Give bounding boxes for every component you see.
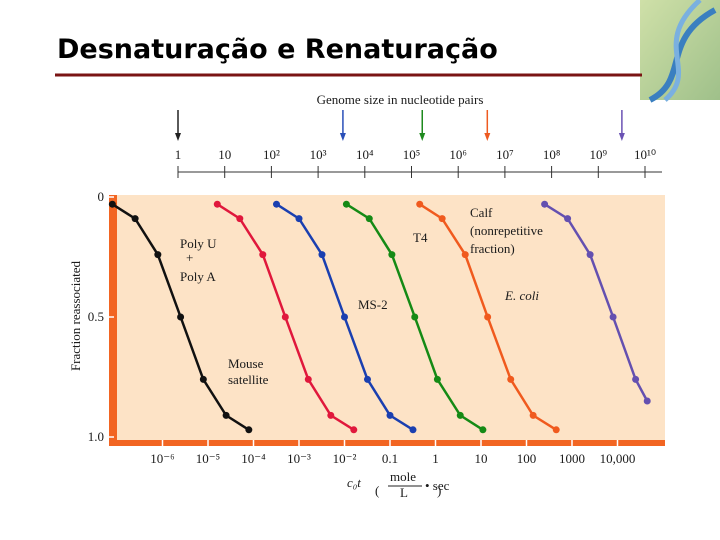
plot-area <box>117 195 665 440</box>
x-tick-label: 10⁻⁴ <box>241 451 266 466</box>
x-tick-label: 10⁻⁶ <box>150 451 174 466</box>
data-point <box>438 215 446 223</box>
data-point <box>484 313 492 321</box>
top-tick-label: 10⁴ <box>356 147 374 162</box>
top-tick-label: 1 <box>175 147 182 162</box>
data-point <box>586 251 594 259</box>
x-axis-title: c₀t ( mole L • sec ) <box>347 469 450 500</box>
genome-arrowhead <box>618 133 625 141</box>
data-point <box>363 375 371 383</box>
x-tick-label: 100 <box>517 451 537 466</box>
data-point <box>388 251 396 259</box>
data-point <box>295 215 303 223</box>
curve-label: (nonrepetitive <box>470 223 543 238</box>
curve-label: Poly A <box>180 269 216 284</box>
top-tick-label: 10³ <box>310 147 327 162</box>
data-point <box>199 375 207 383</box>
curve-label: MS-2 <box>358 297 388 312</box>
y-tick-label: 1.0 <box>88 429 104 444</box>
data-point <box>433 375 441 383</box>
data-point <box>108 200 116 208</box>
x-tick-label: 1000 <box>559 451 585 466</box>
data-point <box>272 200 280 208</box>
y-tick-label: 0 <box>98 189 105 204</box>
data-point <box>541 200 549 208</box>
x-tick-label: 10 <box>475 451 488 466</box>
slide-title: Desnaturação e Renaturação <box>57 34 498 65</box>
x-label-cot: c₀t <box>347 475 361 490</box>
data-point <box>416 200 424 208</box>
dna-image <box>640 0 720 103</box>
x-label-num: mole <box>390 469 416 484</box>
x-label-unit: • sec <box>425 478 450 493</box>
data-point <box>154 251 162 259</box>
data-point <box>304 375 312 383</box>
x-label-den: L <box>400 485 408 500</box>
paren: ( <box>375 483 379 498</box>
data-point <box>318 251 326 259</box>
top-tick-label: 10¹⁰ <box>634 147 656 162</box>
data-point <box>456 411 464 419</box>
y-axis-bar <box>109 195 117 446</box>
data-point <box>409 426 417 434</box>
data-point <box>236 215 244 223</box>
top-tick-label: 10⁸ <box>543 147 561 162</box>
top-tick-label: 10² <box>263 147 280 162</box>
data-point <box>213 200 221 208</box>
data-point <box>350 426 358 434</box>
curve-label: Poly U <box>180 236 217 251</box>
data-point <box>643 397 651 405</box>
x-tick-label: 10⁻³ <box>287 451 311 466</box>
data-point <box>609 313 617 321</box>
genome-arrowhead <box>484 133 491 141</box>
data-point <box>327 411 335 419</box>
curve-label: + <box>186 250 193 265</box>
curve <box>543 203 649 402</box>
data-point <box>245 426 253 434</box>
top-tick-label: 10⁹ <box>590 147 608 162</box>
x-tick-label: 10⁻² <box>333 451 357 466</box>
x-tick-label: 10,000 <box>600 451 636 466</box>
data-point <box>177 313 185 321</box>
genome-arrowhead <box>339 133 346 141</box>
data-point <box>564 215 572 223</box>
x-tick-label: 1 <box>432 451 439 466</box>
data-point <box>342 200 350 208</box>
data-point <box>341 313 348 321</box>
x-tick-label: 10⁻⁵ <box>196 451 220 466</box>
y-tick-label: 0.5 <box>88 309 104 324</box>
top-tick-label: 10⁷ <box>496 147 514 162</box>
curve-label: satellite <box>228 372 269 387</box>
data-point <box>461 251 469 259</box>
top-tick-label: 10⁵ <box>403 147 421 162</box>
paren: ) <box>437 483 441 498</box>
data-point <box>259 251 267 259</box>
data-point <box>507 375 515 383</box>
genome-arrowhead <box>419 133 426 141</box>
data-point <box>281 313 289 321</box>
curve-label: E. coli <box>504 288 539 303</box>
top-axis-title: Genome size in nucleotide pairs <box>317 92 484 107</box>
curve-label: T4 <box>413 230 428 245</box>
top-tick-label: 10⁶ <box>449 147 467 162</box>
y-axis-title: Fraction reassociated <box>68 260 83 371</box>
curve-label: fraction) <box>470 241 515 256</box>
data-point <box>411 313 419 321</box>
data-point <box>222 411 230 419</box>
x-axis-bar <box>109 440 665 446</box>
top-tick-label: 10 <box>218 147 231 162</box>
data-point <box>386 411 394 419</box>
curve-label: Mouse <box>228 356 264 371</box>
x-tick-label: 0.1 <box>382 451 398 466</box>
data-point <box>632 375 640 383</box>
data-point <box>529 411 537 419</box>
curve-label: Calf <box>470 205 493 220</box>
data-point <box>131 215 139 223</box>
genome-arrowhead <box>175 133 181 141</box>
data-point <box>479 426 487 434</box>
data-point <box>552 426 560 434</box>
data-point <box>365 215 373 223</box>
